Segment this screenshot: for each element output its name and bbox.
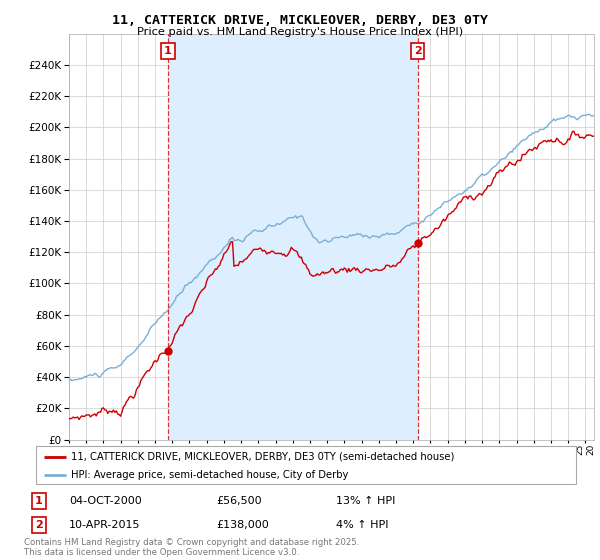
Text: Price paid vs. HM Land Registry's House Price Index (HPI): Price paid vs. HM Land Registry's House … xyxy=(137,27,463,37)
Text: 11, CATTERICK DRIVE, MICKLEOVER, DERBY, DE3 0TY: 11, CATTERICK DRIVE, MICKLEOVER, DERBY, … xyxy=(112,14,488,27)
Text: 4% ↑ HPI: 4% ↑ HPI xyxy=(336,520,389,530)
Text: 1: 1 xyxy=(164,46,172,56)
Text: £138,000: £138,000 xyxy=(216,520,269,530)
Text: 10-APR-2015: 10-APR-2015 xyxy=(69,520,140,530)
Text: HPI: Average price, semi-detached house, City of Derby: HPI: Average price, semi-detached house,… xyxy=(71,470,349,480)
Text: 1: 1 xyxy=(35,496,43,506)
Text: 04-OCT-2000: 04-OCT-2000 xyxy=(69,496,142,506)
Text: Contains HM Land Registry data © Crown copyright and database right 2025.
This d: Contains HM Land Registry data © Crown c… xyxy=(24,538,359,557)
Text: 2: 2 xyxy=(413,46,421,56)
Text: 13% ↑ HPI: 13% ↑ HPI xyxy=(336,496,395,506)
Bar xyxy=(168,34,418,440)
Text: 2: 2 xyxy=(35,520,43,530)
Text: 11, CATTERICK DRIVE, MICKLEOVER, DERBY, DE3 0TY (semi-detached house): 11, CATTERICK DRIVE, MICKLEOVER, DERBY, … xyxy=(71,452,454,462)
Text: £56,500: £56,500 xyxy=(216,496,262,506)
